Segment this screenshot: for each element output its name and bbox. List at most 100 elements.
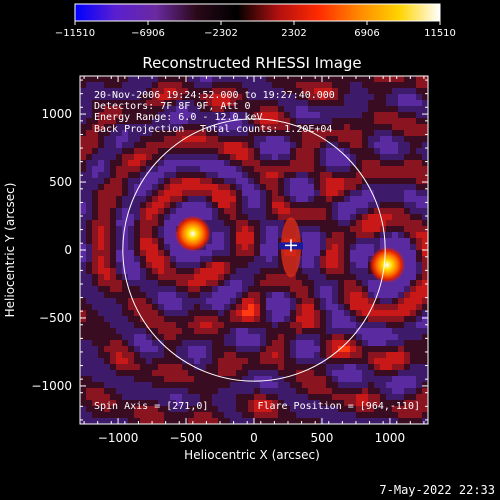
heatmap-cell xyxy=(152,346,159,353)
heatmap-cell xyxy=(152,112,159,119)
heatmap-cell xyxy=(80,328,87,335)
heatmap-cell xyxy=(272,232,279,239)
heatmap-cell xyxy=(116,256,123,263)
heatmap-cell xyxy=(134,112,141,119)
heatmap-cell xyxy=(422,406,428,413)
heatmap-cell xyxy=(332,346,339,353)
heatmap-cell xyxy=(140,166,147,173)
heatmap-cell xyxy=(164,406,171,413)
heatmap-cell xyxy=(218,112,225,119)
heatmap-cell xyxy=(182,196,189,203)
heatmap-cell xyxy=(98,100,105,107)
heatmap-cell xyxy=(104,76,111,83)
heatmap-cell xyxy=(194,418,201,424)
heatmap-cell xyxy=(392,160,399,167)
heatmap-cell xyxy=(260,418,267,424)
heatmap-cell xyxy=(404,274,411,281)
heatmap-cell xyxy=(392,340,399,347)
heatmap-cell xyxy=(86,322,93,329)
heatmap-cell xyxy=(302,370,309,377)
heatmap-cell xyxy=(284,190,291,197)
heatmap-cell xyxy=(140,94,147,101)
colorbar-tick-label: 2302 xyxy=(281,28,306,39)
heatmap-cell xyxy=(146,280,153,287)
heatmap-cell xyxy=(338,334,345,341)
heatmap-cell xyxy=(104,82,111,89)
heatmap-cell xyxy=(182,388,189,395)
heatmap-cell xyxy=(416,388,423,395)
heatmap-cell xyxy=(188,286,195,293)
heatmap-cell xyxy=(320,280,327,287)
heatmap-cell xyxy=(392,142,399,149)
heatmap-cell xyxy=(152,148,159,155)
heatmap-cell xyxy=(104,100,111,107)
heatmap-cell xyxy=(374,406,381,413)
heatmap-cell xyxy=(236,346,243,353)
heatmap-cell xyxy=(140,304,147,311)
heatmap-cell xyxy=(344,412,351,419)
heatmap-cell xyxy=(122,316,129,323)
heatmap-cell xyxy=(350,316,357,323)
heatmap-cell xyxy=(200,202,207,209)
heatmap-cell xyxy=(392,358,399,365)
heatmap-cell xyxy=(122,394,129,401)
heatmap-cell xyxy=(356,148,363,155)
heatmap-cell xyxy=(392,178,399,185)
heatmap-cell xyxy=(104,166,111,173)
heatmap-cell xyxy=(392,364,399,371)
heatmap-cell xyxy=(128,406,135,413)
heatmap-cell xyxy=(224,412,231,419)
heatmap-cell xyxy=(326,328,333,335)
heatmap-cell xyxy=(182,400,189,407)
heatmap-cell xyxy=(410,220,417,227)
heatmap-cell xyxy=(188,406,195,413)
heatmap-cell xyxy=(368,184,375,191)
heatmap-cell xyxy=(296,148,303,155)
heatmap-cell xyxy=(410,340,417,347)
heatmap-cell xyxy=(104,358,111,365)
heatmap-cell xyxy=(248,226,255,233)
heatmap-cell xyxy=(266,130,273,137)
heatmap-cell xyxy=(296,268,303,275)
heatmap-cell xyxy=(122,268,129,275)
heatmap-cell xyxy=(158,274,165,281)
heatmap-cell xyxy=(158,220,165,227)
heatmap-cell xyxy=(242,124,249,131)
heatmap-cell xyxy=(338,238,345,245)
heatmap-cell xyxy=(116,154,123,161)
heatmap-cell xyxy=(140,214,147,221)
heatmap-cell xyxy=(164,220,171,227)
heatmap-cell xyxy=(332,388,339,395)
heatmap-cell xyxy=(158,292,165,299)
heatmap-cell xyxy=(128,334,135,341)
heatmap-cell xyxy=(230,310,237,317)
heatmap-cell xyxy=(356,304,363,311)
heatmap-cell xyxy=(296,106,303,113)
heatmap-cell xyxy=(272,310,279,317)
heatmap-cell xyxy=(320,310,327,317)
heatmap-cell xyxy=(350,292,357,299)
heatmap-cell xyxy=(110,244,117,251)
heatmap-cell xyxy=(242,406,249,413)
heatmap-cell xyxy=(320,190,327,197)
heatmap-cell xyxy=(386,148,393,155)
heatmap-cell xyxy=(176,274,183,281)
y-tick-label: 0 xyxy=(64,243,72,257)
heatmap-cell xyxy=(284,184,291,191)
heatmap-cell xyxy=(332,214,339,221)
heatmap-cell xyxy=(92,220,99,227)
heatmap-cell xyxy=(278,88,285,95)
heatmap-cell xyxy=(188,352,195,359)
heatmap-cell xyxy=(170,88,177,95)
heatmap-cell xyxy=(320,88,327,95)
heatmap-cell xyxy=(146,178,153,185)
heatmap-cell xyxy=(134,412,141,419)
heatmap-cell xyxy=(416,238,423,245)
heatmap-cell xyxy=(152,280,159,287)
heatmap-cell xyxy=(110,214,117,221)
heatmap-cell xyxy=(422,142,428,149)
heatmap-cell xyxy=(368,130,375,137)
heatmap-cell xyxy=(344,358,351,365)
heatmap-cell xyxy=(182,262,189,269)
heatmap-cell xyxy=(164,376,171,383)
